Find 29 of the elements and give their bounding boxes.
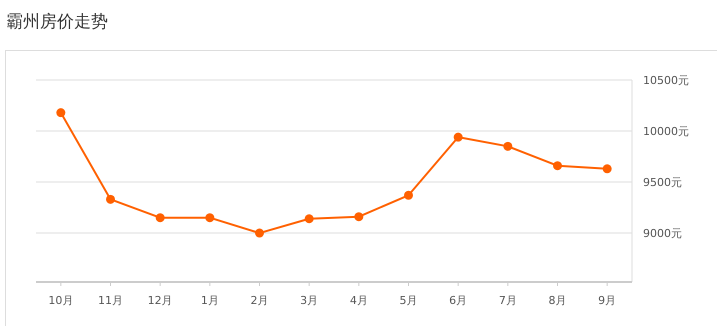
x-tick-label: 9月 xyxy=(598,294,616,307)
x-tick-label: 4月 xyxy=(350,294,368,307)
title: 霸州房价走势 xyxy=(6,12,108,32)
point xyxy=(354,212,364,222)
point xyxy=(503,142,512,151)
point xyxy=(304,214,314,224)
point xyxy=(56,108,66,118)
point xyxy=(602,164,612,174)
x-tick-label: 12月 xyxy=(148,294,173,307)
y-tick-label: 9500元 xyxy=(643,176,682,190)
x-tick-label: 7月 xyxy=(498,294,517,307)
x-tick-label: 1月 xyxy=(200,294,219,307)
point xyxy=(553,161,562,170)
x-tick-label: 8月 xyxy=(548,294,566,307)
y-tick-label: 9000元 xyxy=(643,227,682,240)
x-tick-label: 10月 xyxy=(48,294,74,307)
y-tick-label: 10500元 xyxy=(643,74,689,87)
x-tick-label: 2月 xyxy=(250,294,268,307)
point xyxy=(404,190,413,200)
x-tick-label: 11月 xyxy=(98,294,123,307)
point xyxy=(255,228,264,238)
x-tick-label: 6月 xyxy=(449,294,468,307)
point xyxy=(454,132,463,142)
x-tick-label: 3月 xyxy=(300,294,318,307)
y-tick-label: 10000元 xyxy=(643,125,689,138)
point xyxy=(205,213,214,222)
x-tick-label: 5月 xyxy=(400,294,418,307)
point xyxy=(156,213,165,222)
point xyxy=(106,194,115,204)
